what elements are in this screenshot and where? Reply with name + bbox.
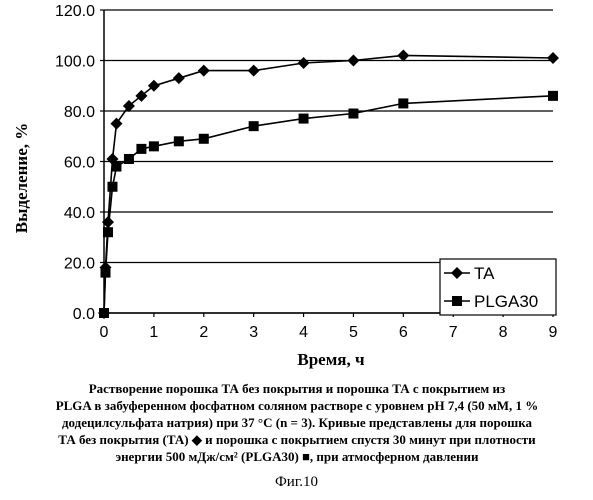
data-point-diamond — [547, 52, 559, 64]
chart: 0.020.040.060.080.0100.0120.00123456789 … — [0, 0, 593, 380]
data-point-square — [548, 91, 558, 101]
data-point-square — [398, 98, 408, 108]
y-tick-label: 0.0 — [73, 306, 95, 323]
x-axis-title: Время, ч — [297, 350, 365, 369]
data-point-square — [100, 268, 110, 278]
data-point-square — [149, 141, 159, 151]
y-tick-label: 100.0 — [55, 54, 95, 71]
x-tick-label: 0 — [100, 324, 109, 341]
y-tick-label: 40.0 — [64, 205, 95, 222]
data-point-diamond — [110, 118, 122, 130]
y-tick-label: 120.0 — [55, 3, 95, 20]
caption-line: PLGA в забуференном фосфатном соляном ра… — [8, 397, 586, 414]
legend-label: TA — [474, 264, 495, 283]
data-point-square — [299, 114, 309, 124]
data-point-diamond — [248, 65, 260, 77]
data-point-diamond — [198, 65, 210, 77]
data-point-diamond — [298, 57, 310, 69]
caption-line: энергии 500 мДж/см² (PLGA30) ■, при атмо… — [8, 448, 586, 465]
x-tick-label: 6 — [399, 324, 408, 341]
x-tick-label: 5 — [349, 324, 358, 341]
x-tick-label: 4 — [299, 324, 308, 341]
data-point-square — [136, 144, 146, 154]
caption-line: додецилсульфата натрия) при 37 °С (n = 3… — [8, 414, 586, 431]
data-point-square — [124, 154, 134, 164]
data-point-square — [107, 182, 117, 192]
caption-line: ТА без покрытия (ТА) ◆ и порошка с покры… — [8, 431, 586, 448]
figure-caption: Растворение порошка ТА без покрытия и по… — [8, 380, 586, 465]
y-tick-label: 20.0 — [64, 256, 95, 273]
data-point-square — [199, 134, 209, 144]
data-point-square — [103, 227, 113, 237]
x-tick-label: 7 — [449, 324, 458, 341]
data-point-square — [99, 308, 109, 318]
data-point-diamond — [173, 72, 185, 84]
data-point-square — [249, 121, 259, 131]
data-point-square — [348, 109, 358, 119]
y-axis-title: Выделение, % — [12, 123, 31, 233]
data-point-square — [174, 136, 184, 146]
y-tick-label: 80.0 — [64, 104, 95, 121]
x-tick-label: 2 — [199, 324, 208, 341]
legend: TA PLGA30 — [440, 259, 556, 315]
data-point-diamond — [347, 55, 359, 67]
caption-line: Растворение порошка ТА без покрытия и по… — [8, 380, 586, 397]
data-point-square — [111, 162, 121, 172]
data-point-diamond — [397, 49, 409, 61]
figure-label: Фиг.10 — [0, 474, 593, 491]
x-tick-label: 9 — [549, 324, 558, 341]
y-tick-label: 60.0 — [64, 155, 95, 172]
legend-label: PLGA30 — [474, 292, 538, 311]
x-tick-label: 1 — [149, 324, 158, 341]
data-point-square — [452, 296, 462, 306]
x-tick-label: 3 — [249, 324, 258, 341]
x-tick-label: 8 — [499, 324, 508, 341]
